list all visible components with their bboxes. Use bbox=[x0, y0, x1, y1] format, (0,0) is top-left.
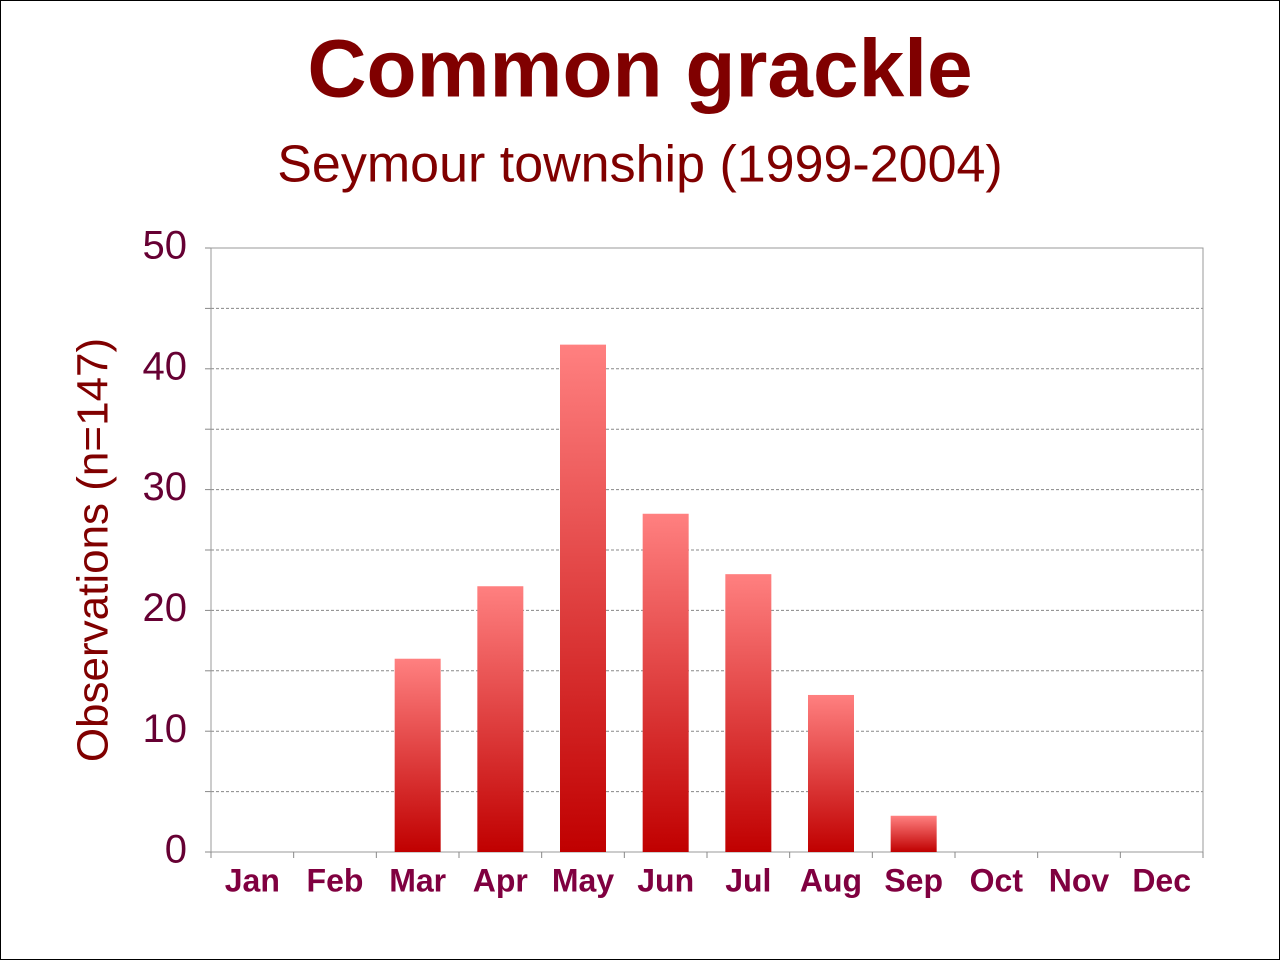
x-tick-label: Feb bbox=[307, 862, 364, 898]
bar bbox=[808, 694, 854, 852]
x-tick-label: Sep bbox=[884, 862, 943, 898]
x-tick-label: Jun bbox=[637, 862, 694, 898]
x-tick-label: Aug bbox=[800, 862, 862, 898]
bar bbox=[394, 658, 441, 852]
y-tick-label: 0 bbox=[165, 828, 187, 872]
x-tick-label: Jan bbox=[225, 862, 280, 898]
x-tick-label: Oct bbox=[970, 862, 1024, 898]
x-tick-label: Nov bbox=[1049, 862, 1110, 898]
y-tick-label: 30 bbox=[143, 465, 188, 509]
bar bbox=[477, 586, 524, 852]
x-tick-label: Mar bbox=[389, 862, 446, 898]
bar bbox=[642, 513, 689, 852]
bar bbox=[560, 344, 606, 852]
x-tick-label: Apr bbox=[473, 862, 528, 898]
y-tick-label: 50 bbox=[143, 224, 188, 268]
y-tick-label: 20 bbox=[143, 586, 188, 630]
y-axis-label: Observations (n=147) bbox=[69, 338, 118, 762]
chart-title: Common grackle bbox=[307, 24, 972, 115]
bar bbox=[890, 815, 937, 852]
x-tick-label: May bbox=[552, 862, 614, 898]
x-tick-label: Dec bbox=[1132, 862, 1191, 898]
x-tick-label: Jul bbox=[725, 862, 771, 898]
y-tick-label: 40 bbox=[143, 344, 188, 388]
chart-subtitle: Seymour township (1999-2004) bbox=[277, 136, 1003, 194]
y-tick-label: 10 bbox=[143, 707, 188, 751]
bar bbox=[725, 574, 772, 852]
